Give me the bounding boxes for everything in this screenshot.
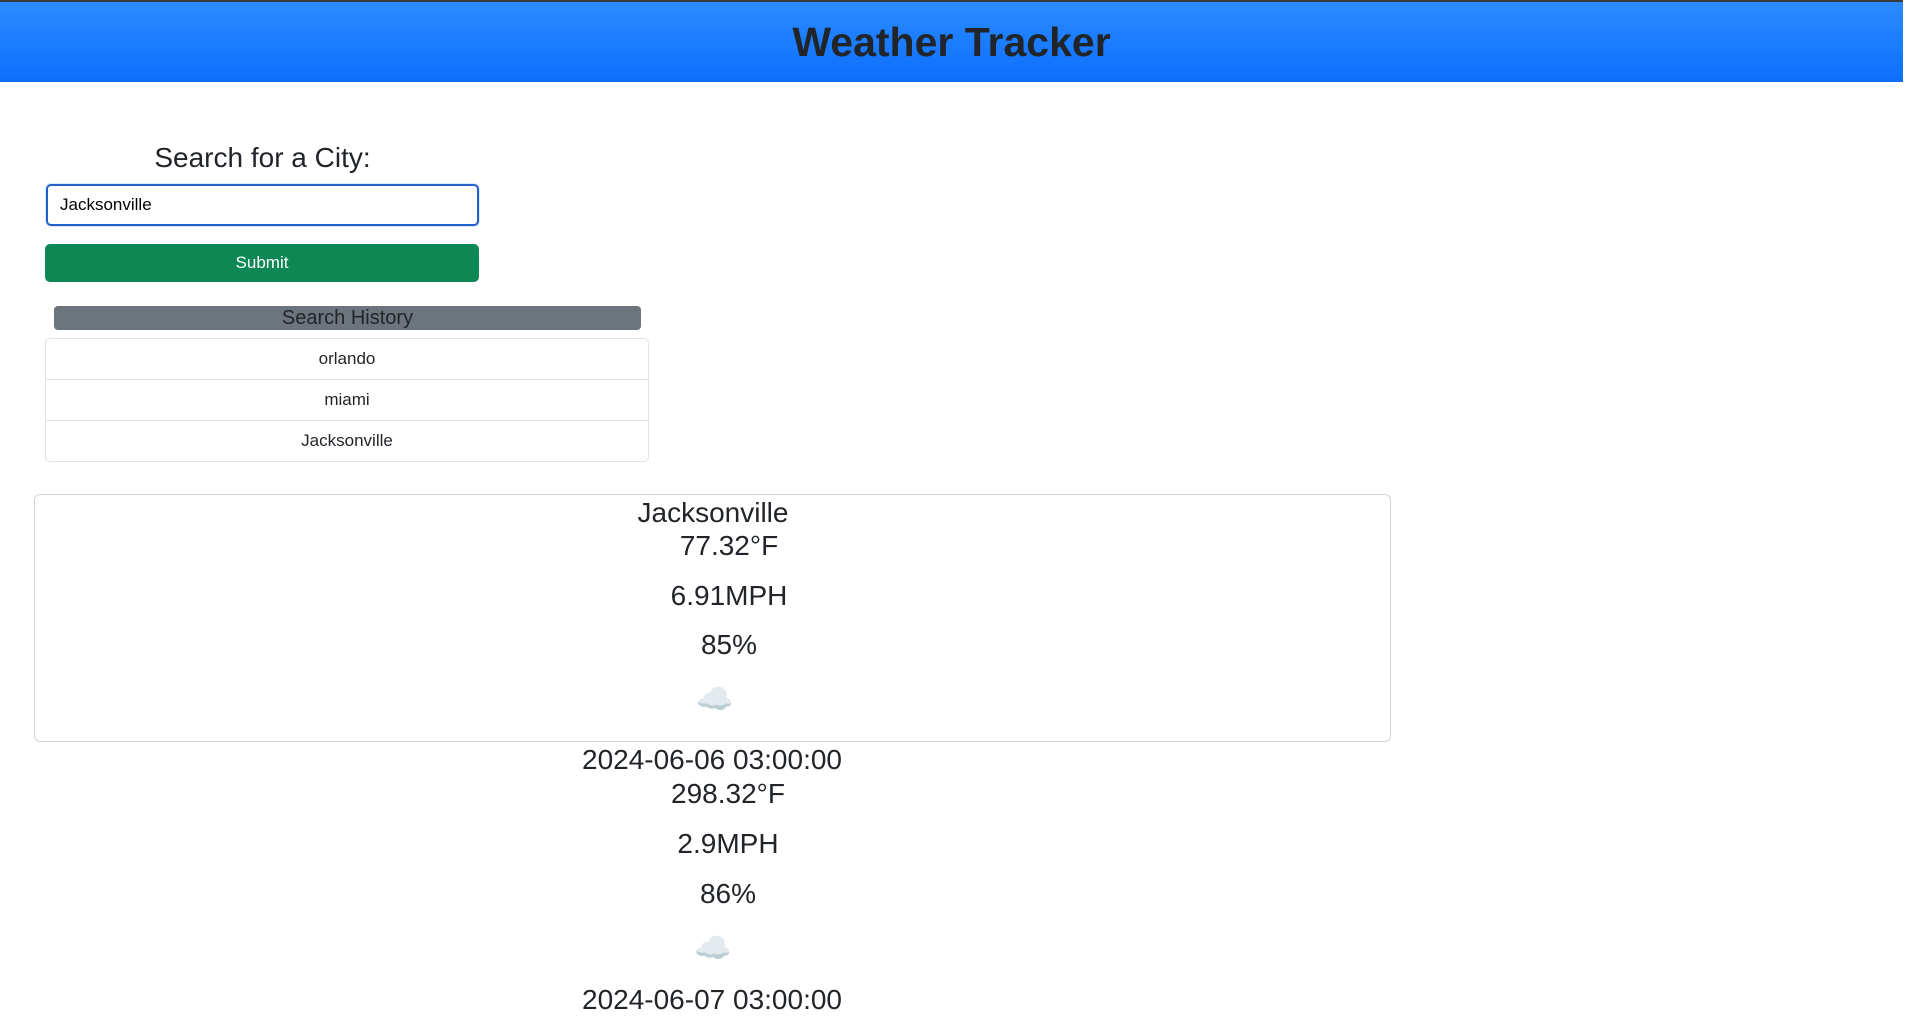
partly-cloudy-night-icon: ☁️ <box>694 932 732 965</box>
forecast-wind: 2.9MPH <box>677 828 779 859</box>
forecast-date: 2024-06-07 03:00:00 <box>582 984 842 1015</box>
submit-button[interactable]: Submit <box>45 244 479 282</box>
forecast-date: 2024-06-06 03:00:00 <box>582 744 842 775</box>
app-header: Weather Tracker <box>0 2 1903 82</box>
city-search-input[interactable] <box>46 184 479 226</box>
current-weather-card: Jacksonville 77.32°F 6.91MPH 85% ☁️ <box>34 494 1391 742</box>
forecast-humidity: 86% <box>699 878 757 909</box>
window-top-border <box>0 0 1903 2</box>
current-temperature: 77.32°F <box>679 530 779 561</box>
current-city: Jacksonville <box>637 497 789 528</box>
forecast-temperature: 298.32°F <box>671 778 785 809</box>
partly-cloudy-night-icon: ☁️ <box>696 683 734 716</box>
history-item[interactable]: Jacksonville <box>301 431 393 450</box>
history-item[interactable]: miami <box>46 380 648 421</box>
search-title: Search for a City: <box>154 142 371 173</box>
search-history-list: orlando miami Jacksonville <box>45 338 649 462</box>
current-wind: 6.91MPH <box>670 580 788 611</box>
current-humidity: 85% <box>700 629 758 660</box>
search-history-header: Search History <box>54 306 641 330</box>
history-item[interactable]: orlando <box>46 339 648 380</box>
app-title: Weather Tracker <box>792 18 1111 65</box>
